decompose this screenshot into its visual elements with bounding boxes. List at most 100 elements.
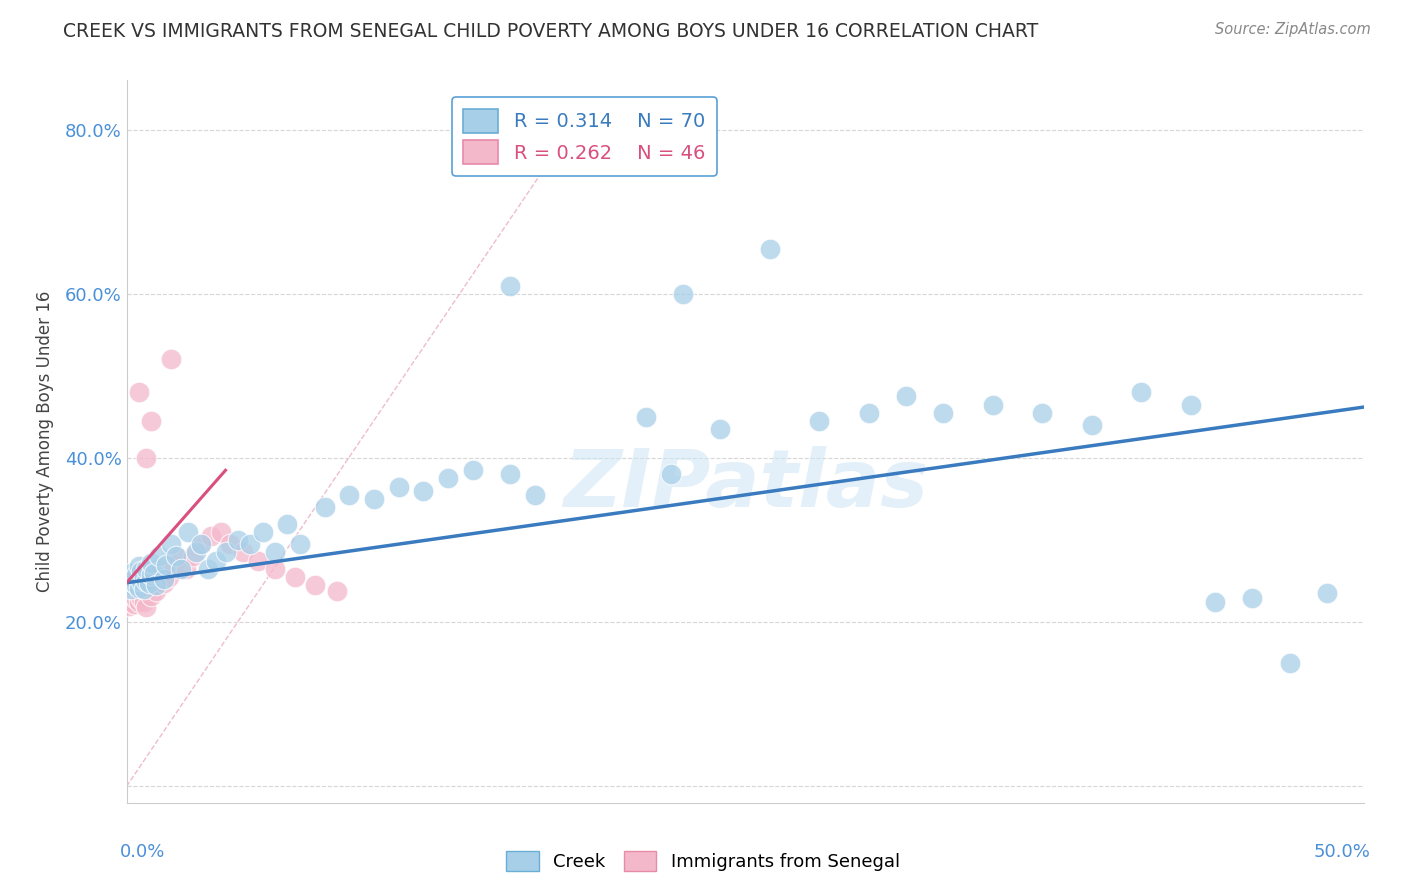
Y-axis label: Child Poverty Among Boys Under 16: Child Poverty Among Boys Under 16 (35, 291, 53, 592)
Point (122, 591, 145, 605)
Point (226, 533, 249, 547)
Point (276, 516, 298, 531)
Text: 0.0%: 0.0% (121, 843, 166, 861)
Point (132, 594, 155, 608)
Point (141, 414, 163, 428)
Point (135, 600, 157, 615)
Point (1080, 418, 1102, 433)
Point (141, 556, 163, 570)
Point (1204, 594, 1226, 608)
Point (152, 575, 174, 590)
Point (135, 562, 157, 576)
Point (132, 578, 155, 592)
Point (177, 524, 200, 539)
Point (128, 385, 150, 400)
Point (388, 480, 411, 494)
Point (132, 570, 155, 584)
Point (170, 562, 193, 576)
Point (264, 545, 287, 559)
Point (160, 537, 183, 551)
Point (190, 537, 212, 551)
Point (148, 549, 170, 564)
Point (232, 545, 254, 559)
Legend: Creek, Immigrants from Senegal: Creek, Immigrants from Senegal (499, 844, 907, 879)
Point (122, 597, 145, 611)
Point (219, 537, 242, 551)
Point (135, 574, 157, 588)
Point (125, 567, 148, 582)
Point (131, 591, 153, 605)
Point (142, 566, 165, 580)
Point (128, 574, 150, 588)
Point (121, 582, 143, 597)
Point (204, 553, 226, 567)
Point (1180, 398, 1202, 412)
Point (1241, 591, 1264, 605)
Point (214, 545, 236, 559)
Point (1278, 657, 1301, 671)
Point (326, 584, 349, 599)
Point (138, 575, 160, 590)
Point (122, 584, 145, 599)
Point (894, 389, 917, 403)
Point (125, 586, 148, 600)
Point (142, 574, 165, 588)
Point (288, 537, 311, 551)
Point (148, 562, 170, 576)
Point (118, 574, 141, 588)
Point (304, 578, 326, 592)
Point (499, 278, 522, 293)
Point (121, 594, 143, 608)
Point (499, 467, 522, 482)
Point (125, 581, 148, 595)
Point (174, 562, 197, 576)
Point (284, 570, 307, 584)
Point (125, 578, 148, 592)
Point (121, 589, 143, 603)
Point (128, 581, 150, 595)
Point (132, 582, 155, 597)
Point (121, 570, 143, 584)
Point (167, 551, 190, 566)
Point (157, 570, 180, 584)
Point (141, 589, 163, 603)
Point (363, 491, 385, 506)
Point (981, 398, 1004, 412)
Point (932, 406, 955, 420)
Point (264, 562, 287, 576)
Point (135, 450, 157, 465)
Point (128, 589, 150, 603)
Point (152, 573, 174, 587)
Point (200, 529, 222, 543)
Point (118, 599, 141, 613)
Point (125, 592, 148, 607)
Point (128, 559, 150, 574)
Point (118, 586, 141, 600)
Legend: R = 0.314    N = 70, R = 0.262    N = 46: R = 0.314 N = 70, R = 0.262 N = 46 (451, 97, 717, 176)
Point (131, 574, 153, 588)
Point (131, 564, 153, 578)
Point (523, 488, 546, 502)
Point (659, 467, 682, 482)
Text: 50.0%: 50.0% (1313, 843, 1369, 861)
Point (412, 483, 434, 498)
Point (858, 406, 880, 420)
Point (636, 409, 658, 424)
Point (437, 471, 460, 485)
Text: Source: ZipAtlas.com: Source: ZipAtlas.com (1215, 22, 1371, 37)
Point (709, 422, 731, 436)
Point (1031, 406, 1053, 420)
Point (128, 594, 150, 608)
Point (145, 584, 167, 599)
Point (165, 549, 187, 564)
Point (155, 558, 177, 572)
Text: ZIPatlas: ZIPatlas (562, 446, 928, 524)
Point (141, 567, 163, 582)
Point (162, 559, 184, 574)
Point (1316, 586, 1339, 600)
Point (672, 286, 695, 301)
Text: CREEK VS IMMIGRANTS FROM SENEGAL CHILD POVERTY AMONG BOYS UNDER 16 CORRELATION C: CREEK VS IMMIGRANTS FROM SENEGAL CHILD P… (63, 22, 1039, 41)
Point (314, 500, 336, 515)
Point (184, 545, 207, 559)
Point (135, 584, 157, 599)
